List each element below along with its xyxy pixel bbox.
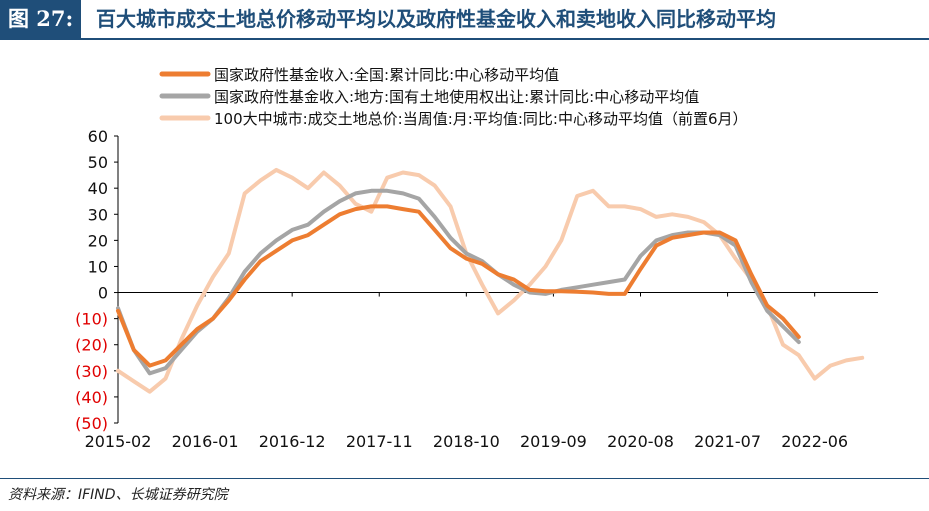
- line-chart: 60 50 40 30 20 10 0 (10) (20) (30) (40) (50) 2015-0…: [75, 66, 878, 451]
- legend-label: 国家政府性基金收入:全国:累计同比:中心移动平均值: [214, 66, 559, 84]
- y-tick-label: (30): [75, 362, 108, 381]
- axes: [117, 136, 878, 423]
- x-tick-label: 2015-02: [85, 432, 152, 451]
- legend: 国家政府性基金收入:全国:累计同比:中心移动平均值国家政府性基金收入:地方:国有…: [159, 66, 748, 128]
- source-divider: [0, 478, 929, 479]
- x-tick-label: 2016-12: [259, 432, 326, 451]
- y-tick-label: 60: [88, 127, 108, 146]
- series-line-1: [116, 204, 801, 368]
- x-tick-label: 2018-10: [433, 432, 500, 451]
- series-line-3: [116, 167, 865, 394]
- y-tick-label: 40: [88, 179, 108, 198]
- x-tick-label: 2020-08: [607, 432, 674, 451]
- y-tick-label: 20: [88, 231, 108, 250]
- y-tick-label: (40): [75, 388, 108, 407]
- y-tick-label: 10: [88, 257, 108, 276]
- y-tick-label: (10): [75, 310, 108, 329]
- legend-label: 100大中城市:成交土地总价:当周值:月:平均值:同比:中心移动平均值（前置6月…: [214, 110, 748, 128]
- x-tick-label: 2017-11: [346, 432, 413, 451]
- y-tick-label: (20): [75, 336, 108, 355]
- figure-label: 图 27:: [0, 0, 82, 38]
- x-tick-label: 2021-07: [694, 432, 761, 451]
- y-tick-label: 50: [88, 153, 108, 172]
- series-lines: [116, 167, 865, 394]
- title-bar: 图 27: 百大城市成交土地总价移动平均以及政府性基金收入和卖地收入同比移动平均: [0, 0, 929, 40]
- source-note: 资料来源：IFIND、长城证券研究院: [8, 487, 228, 503]
- x-tick-label: 2022-06: [781, 432, 848, 451]
- series-line-2: [116, 188, 801, 376]
- chart-title: 百大城市成交土地总价移动平均以及政府性基金收入和卖地收入同比移动平均: [96, 7, 776, 31]
- y-tick-label: 30: [88, 205, 108, 224]
- x-axis-ticks: 2015-02 2016-01 2016-12 2017-11 2018-10 2019-…: [85, 292, 848, 451]
- legend-label: 国家政府性基金收入:地方:国有土地使用权出让:累计同比:中心移动平均值: [214, 88, 699, 106]
- x-tick-label: 2016-01: [172, 432, 239, 451]
- y-axis-ticks: 60 50 40 30 20 10 0 (10) (20) (30) (40) (50): [75, 127, 118, 433]
- y-tick-label: 0: [98, 284, 108, 303]
- x-tick-label: 2019-09: [520, 432, 587, 451]
- y-tick-label: (50): [75, 414, 108, 433]
